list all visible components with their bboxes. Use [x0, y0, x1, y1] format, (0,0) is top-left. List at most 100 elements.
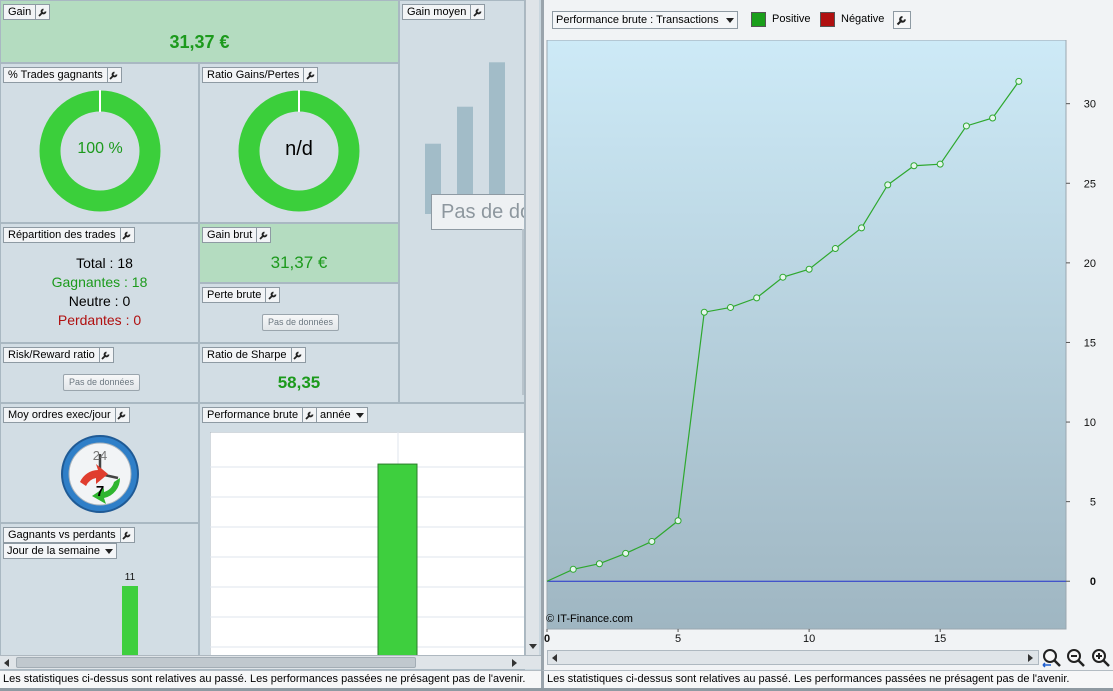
zoom-out-button[interactable]: [1066, 648, 1086, 668]
chart-plot-area: [546, 40, 1067, 630]
chevron-down-icon: [725, 18, 734, 23]
gain-moyen-scroll-edge: [522, 229, 524, 395]
wrench-icon[interactable]: [290, 348, 305, 362]
gain-moyen-chart: [425, 62, 505, 214]
wrench-icon[interactable]: [35, 5, 49, 19]
perte-brute-title: Perte brute: [202, 287, 281, 303]
gagnants-bar-label: 11: [125, 572, 136, 583]
data-point: [726, 303, 734, 311]
ratio-donut: n/d: [238, 90, 360, 212]
risk-reward-nodata: Pas de données: [63, 374, 141, 391]
y-tick-label: 15: [1084, 337, 1096, 349]
wrench-icon[interactable]: [256, 228, 270, 242]
chevron-down-icon: [104, 549, 113, 554]
x-tick-label: 15: [934, 633, 946, 645]
ratio-title: Ratio Gains/Pertes: [202, 67, 319, 83]
copyright-label: © IT-Finance.com: [546, 613, 633, 625]
data-point: [805, 265, 813, 273]
left-horizontal-scrollbar[interactable]: [0, 655, 541, 669]
gain-brut-title: Gain brut: [202, 227, 272, 243]
data-point: [700, 308, 708, 316]
repartition-neutre: Neutre : 0: [68, 293, 131, 309]
legend-positive-swatch[interactable]: [751, 12, 766, 27]
y-tick-label: 0: [1090, 576, 1096, 588]
y-tick-label: 25: [1084, 178, 1096, 190]
gagnants-bar: [122, 586, 138, 669]
zoom-fit-button[interactable]: [1042, 648, 1062, 668]
wrench-icon[interactable]: [114, 408, 129, 422]
performance-chart-panel: Performance brute : Transactions Positiv…: [541, 0, 1113, 670]
chart-type-select[interactable]: Performance brute : Transactions: [552, 11, 738, 29]
clock-value: 7: [95, 483, 105, 500]
zoom-fit-icon: [1042, 649, 1061, 668]
gain-moyen-bar: [489, 62, 505, 214]
data-point: [1015, 77, 1023, 85]
ratio-value: n/d: [285, 138, 313, 160]
data-point: [910, 162, 918, 170]
perf-brute-title: Performance brute: [202, 407, 318, 423]
risk-reward-panel: Risk/Reward ratio Pas de données: [0, 343, 199, 403]
zoom-out-icon: [1067, 649, 1085, 667]
scroll-left-icon[interactable]: [552, 654, 557, 662]
data-point: [831, 245, 839, 253]
wrench-icon[interactable]: [265, 288, 279, 302]
pct-trades-title: % Trades gagnants: [3, 67, 122, 83]
ratio-panel: Ratio Gains/Pertes n/d: [199, 63, 399, 223]
data-point: [648, 537, 656, 545]
sharpe-value: 58,35: [277, 373, 321, 392]
risk-reward-title: Risk/Reward ratio: [3, 347, 114, 363]
chart-horizontal-scrollbar[interactable]: [547, 650, 1039, 665]
x-tick-label: 5: [675, 633, 681, 645]
scroll-right-icon[interactable]: [512, 659, 517, 667]
x-tick-label: 0: [544, 633, 550, 645]
legend-negative-swatch[interactable]: [820, 12, 835, 27]
perf-brute-period-dropdown[interactable]: année: [316, 407, 368, 423]
wrench-icon[interactable]: [119, 228, 134, 242]
gain-moyen-nodata-overlay: Pas de données: [431, 194, 524, 230]
stats-dashboard: Gain 31,37 € Gain moyen Pas de données %: [0, 0, 541, 670]
y-tick-label: 5: [1090, 497, 1096, 509]
repartition-gagnantes: Gagnantes : 18: [51, 274, 148, 290]
gain-brut-value: 31,37 €: [270, 253, 328, 272]
scroll-left-icon[interactable]: [4, 659, 9, 667]
wrench-icon[interactable]: [302, 408, 316, 422]
left-hscroll-thumb[interactable]: [16, 657, 416, 668]
sharpe-panel: Ratio de Sharpe 58,35: [199, 343, 399, 403]
repartition-total: Total : 18: [76, 255, 133, 271]
wrench-icon[interactable]: [470, 5, 484, 19]
repartition-title: Répartition des trades: [3, 227, 135, 243]
left-vertical-scrollbar[interactable]: [525, 0, 539, 655]
wrench-icon[interactable]: [303, 68, 317, 82]
gain-moyen-bar: [457, 106, 473, 214]
moy-ordres-title: Moy ordres exec/jour: [3, 407, 130, 423]
data-point: [858, 224, 866, 232]
scroll-right-icon[interactable]: [1028, 654, 1033, 662]
repartition-perdantes: Perdantes : 0: [57, 312, 142, 328]
data-point: [569, 565, 577, 573]
repartition-panel: Répartition des trades Total : 18 Gagnan…: [0, 223, 199, 343]
gagnants-perdants-period-dropdown[interactable]: Jour de la semaine: [3, 543, 117, 559]
y-tick-label: 20: [1084, 258, 1096, 270]
chart-settings-button[interactable]: [893, 11, 911, 29]
data-point: [674, 517, 682, 525]
data-point: [595, 560, 603, 568]
legend-positive-label: Positive: [772, 13, 811, 25]
bottom-edge: [0, 688, 1113, 691]
scroll-down-icon[interactable]: [529, 644, 537, 649]
gain-value: 31,37 €: [169, 32, 230, 52]
data-point: [779, 273, 787, 281]
right-disclaimer-footer: Les statistiques ci-dessus sont relative…: [541, 670, 1113, 688]
data-point: [884, 181, 892, 189]
pct-trades-value: 100 %: [77, 140, 123, 157]
left-disclaimer-footer: Les statistiques ci-dessus sont relative…: [0, 670, 541, 688]
gain-panel: Gain 31,37 €: [0, 0, 399, 63]
gain-moyen-panel: Gain moyen Pas de données: [399, 0, 525, 403]
zoom-in-button[interactable]: [1091, 648, 1111, 668]
y-tick-label: 30: [1084, 99, 1096, 111]
wrench-icon[interactable]: [98, 348, 113, 362]
wrench-icon[interactable]: [119, 528, 134, 542]
wrench-icon[interactable]: [106, 68, 121, 82]
clock-top-label: 24: [92, 448, 108, 463]
pct-trades-panel: % Trades gagnants 100 %: [0, 63, 199, 223]
